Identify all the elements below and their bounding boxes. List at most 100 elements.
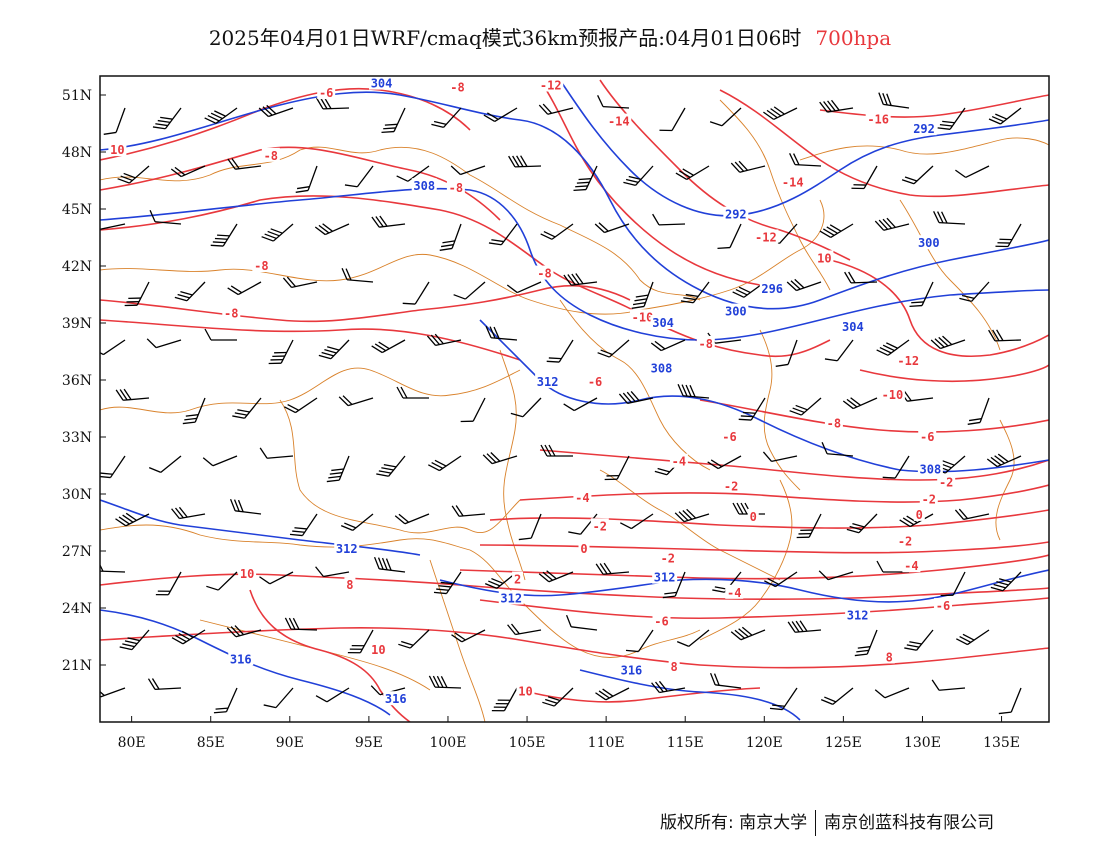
wind-barb-icon <box>842 397 878 410</box>
x-tick-label: 120E <box>746 735 783 751</box>
y-tick-label: 33N <box>62 430 92 446</box>
wind-barb-icon <box>229 498 262 515</box>
y-tick-label: 21N <box>62 658 92 674</box>
contour-label-bg <box>722 478 741 493</box>
contour-label-bg <box>448 79 467 94</box>
wind-barb-icon <box>289 513 318 537</box>
temperature-label: 10 <box>240 567 254 581</box>
wind-barb-icon <box>786 278 822 292</box>
wind-barb-icon <box>227 158 262 170</box>
contour-label-bg <box>606 113 632 128</box>
wind-barb-icon <box>259 571 294 585</box>
wind-barb-icon <box>901 165 934 185</box>
temperature-isotherm <box>699 399 1049 433</box>
wind-barb-icon <box>819 99 854 113</box>
temperature-label: -8 <box>449 181 463 195</box>
wind-barb-icon <box>995 223 1022 248</box>
contour-label-bg <box>879 387 905 402</box>
wind-barb-icon <box>117 165 150 184</box>
contour-label-bg <box>498 590 524 605</box>
height-isoline <box>100 91 1049 310</box>
wind-barbs <box>100 92 1022 715</box>
x-tick-label: 110E <box>588 735 625 751</box>
wind-barb-icon <box>620 513 654 530</box>
temperature-label: -8 <box>827 417 841 431</box>
wind-barb-icon <box>155 571 182 596</box>
wind-barb-icon <box>182 397 206 425</box>
temperature-label: -8 <box>254 259 268 273</box>
boundary-line <box>759 329 801 491</box>
contour-label-bg <box>917 461 943 476</box>
contour-label-bg <box>919 491 938 506</box>
temperature-label: -10 <box>632 310 654 324</box>
temperature-label: -8 <box>450 80 464 94</box>
wind-barb-icon <box>595 687 630 701</box>
wind-barb-icon <box>226 625 262 638</box>
temperature-label: -6 <box>920 430 934 444</box>
x-tick-label: 100E <box>429 735 466 751</box>
wind-barb-icon <box>675 165 710 180</box>
height-isoline <box>559 79 1049 217</box>
temperature-label: -6 <box>936 599 950 613</box>
contour-label-bg <box>658 550 677 565</box>
temperature-isotherm <box>489 509 1049 529</box>
height-label: 300 <box>918 236 940 250</box>
contour-label-bg <box>512 571 524 586</box>
y-tick-label: 39N <box>62 316 92 332</box>
wind-barb-icon <box>573 165 598 192</box>
wind-barb-icon <box>115 388 150 401</box>
wind-barb-icon <box>789 153 822 167</box>
wind-barb-icon <box>563 397 598 412</box>
boundary-line <box>719 99 831 291</box>
height-isoline <box>479 319 1049 473</box>
wind-barb-icon <box>709 672 742 689</box>
wind-barb-icon <box>931 679 966 691</box>
map-frame <box>99 75 1050 723</box>
wind-barb-icon <box>674 508 710 523</box>
boundary-line <box>899 199 1001 351</box>
temperature-label: 0 <box>580 542 587 556</box>
temperature-label: -16 <box>867 113 889 127</box>
contour-label-bg <box>865 111 891 126</box>
wind-barb-icon <box>316 97 350 110</box>
wind-barb-icon <box>451 629 486 643</box>
temperature-label: -2 <box>898 535 912 549</box>
wind-barb-icon <box>394 513 430 525</box>
height-label: 304 <box>652 316 674 330</box>
boundary-line <box>100 146 701 301</box>
wind-barb-icon <box>874 687 910 699</box>
wind-barb-icon <box>170 165 206 178</box>
contour-label-bg <box>723 206 749 221</box>
contour-label-bg <box>369 76 395 90</box>
temperature-isotherm <box>100 146 501 221</box>
wind-barb-icon <box>820 687 854 705</box>
wind-barb-icon <box>439 223 462 251</box>
wind-barb-icon <box>100 686 126 698</box>
wind-barb-icon <box>846 513 878 534</box>
wind-barb-icon <box>428 675 462 689</box>
contour-label-bg <box>902 558 921 573</box>
wind-barb-icon <box>340 513 374 531</box>
wind-barb-icon <box>518 513 542 541</box>
temperature-label: -12 <box>897 354 919 368</box>
title-pressure-level: 700hpa <box>815 26 892 50</box>
wind-barb-icon <box>506 281 542 294</box>
contour-label-bg <box>720 429 739 443</box>
wind-barb-icon <box>227 281 262 296</box>
wind-barb-icon <box>282 276 318 289</box>
contour-label-bg <box>369 641 388 656</box>
copyright-notice: 版权所有: 南京大学 南京创蓝科技有限公司 <box>660 808 994 836</box>
wind-barb-icon <box>100 559 126 573</box>
contour-label-bg <box>228 651 254 666</box>
contour-label-bg <box>753 229 779 244</box>
wind-barb-icon <box>764 571 798 588</box>
contour-label-bg <box>896 533 915 548</box>
height-label: 308 <box>920 462 942 476</box>
map-plot-area: -6 -8 -12 -14 -16 10 -8 -8 -14 -12 10 -8 -8 -8 -10 -8 -1… <box>100 76 1049 722</box>
contour-label-bg <box>913 506 925 521</box>
height-label: 312 <box>654 571 676 585</box>
wind-barb-icon <box>821 441 854 457</box>
wind-barb-icon <box>460 397 486 423</box>
temperature-label: -10 <box>882 388 904 402</box>
wind-barb-icon <box>967 397 990 425</box>
